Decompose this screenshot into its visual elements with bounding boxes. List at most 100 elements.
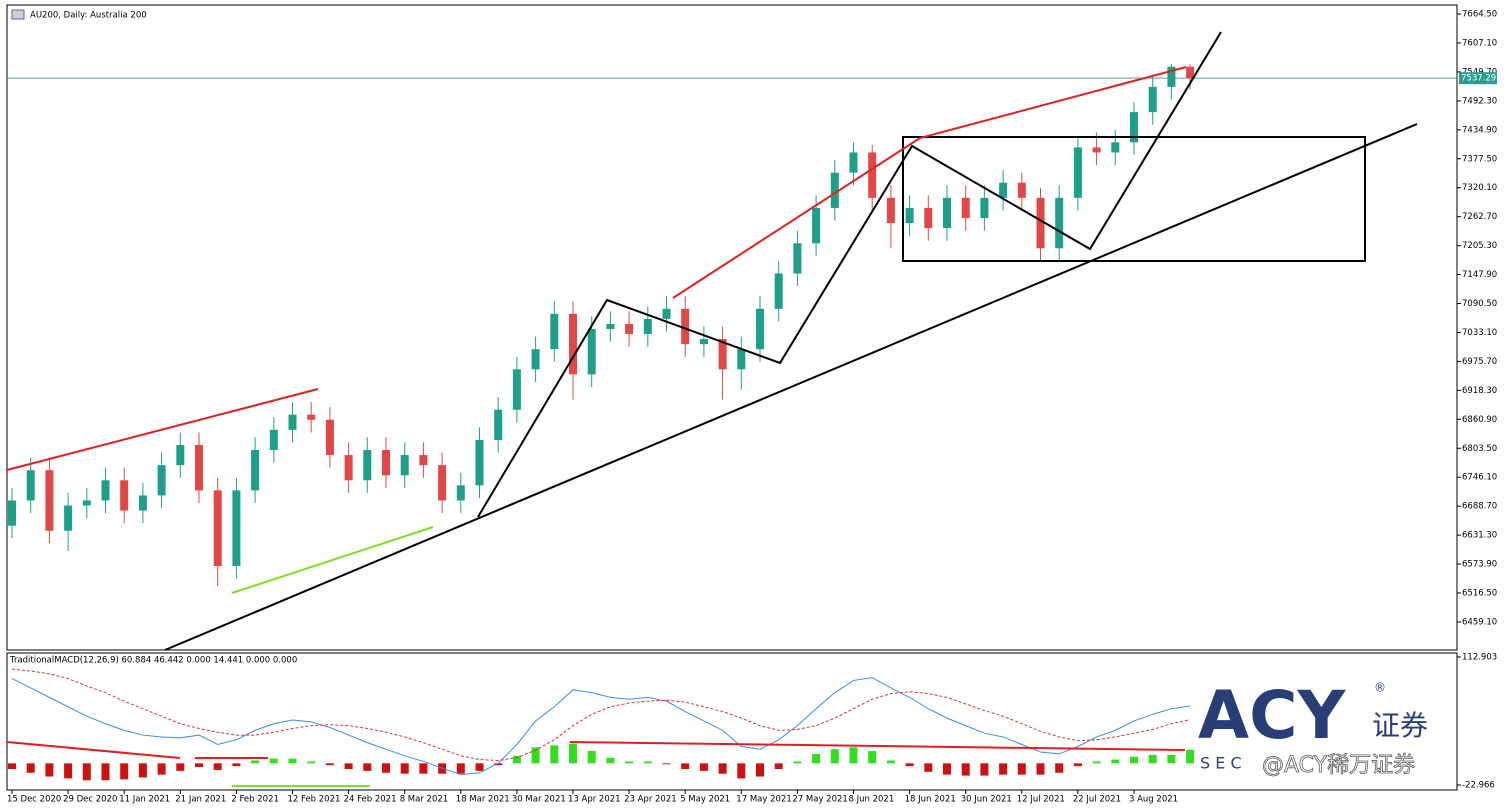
x-tick-label: 12 Jul 2021 [1017, 795, 1065, 805]
green-line [231, 526, 434, 594]
y-tick-label: 6516.50 [1462, 589, 1497, 599]
histogram-bar [1055, 763, 1064, 773]
candle-body [812, 207, 821, 244]
candle-body [213, 490, 222, 567]
histogram-bar [849, 747, 858, 764]
histogram-bar [756, 763, 764, 777]
brand-cn: 证券 [1372, 709, 1428, 742]
histogram-bar [456, 763, 465, 774]
histogram-bar [569, 743, 577, 764]
candle-body [980, 197, 989, 219]
candle-body [1130, 112, 1138, 143]
candle-body [120, 480, 129, 511]
x-tick-label: 22 Jul 2021 [1073, 795, 1121, 805]
candle-body [138, 495, 147, 511]
candle-body [662, 308, 671, 319]
candle-body [475, 439, 484, 486]
x-tick-label: 5 May 2021 [680, 795, 730, 805]
histogram-bar [8, 763, 16, 769]
candle-body [737, 349, 746, 370]
chart-title: AU200, Daily: Australia 200 [30, 11, 147, 21]
range-box [902, 136, 1366, 262]
x-tick-label: 11 Jan 2021 [119, 795, 170, 805]
y-tick-label: 7664.50 [1462, 10, 1497, 20]
candle-body [793, 243, 802, 274]
macd-title: TraditionalMACD(12,26,9) 60.884 46.442 0… [9, 656, 297, 666]
y-tick-label: 6918.30 [1462, 386, 1497, 396]
candle-body [1036, 197, 1045, 249]
registered: ® [1374, 681, 1386, 695]
histogram-bar [924, 763, 933, 772]
candle-body [82, 500, 91, 506]
histogram-bar [662, 763, 671, 765]
y-tick-label: 6573.90 [1462, 560, 1497, 570]
histogram-bar [475, 763, 484, 771]
y-tick-label: 7434.90 [1462, 125, 1497, 135]
histogram-bar [195, 763, 203, 768]
brand: ACY [1198, 677, 1347, 754]
y-tick-label: 112.903 [1462, 652, 1497, 662]
candle-body [625, 323, 634, 335]
x-tick-label: 21 Jan 2021 [175, 795, 226, 805]
x-tick-label: 13 Apr 2021 [568, 795, 621, 805]
histogram-bar [737, 763, 746, 779]
histogram-bar [45, 763, 54, 777]
y-tick-label: 7320.10 [1462, 183, 1497, 193]
histogram-bar [699, 763, 708, 771]
histogram-bar [1167, 754, 1176, 764]
histogram-bar [980, 763, 989, 776]
y-tick-label: 6459.10 [1462, 617, 1497, 627]
candle-body [606, 323, 615, 329]
candle-body [512, 369, 521, 410]
histogram-bar [718, 763, 727, 774]
x-tick-label: 18 Mar 2021 [456, 795, 510, 805]
candle-body [419, 455, 428, 466]
watermark: ACY 证券 ® S E C @ACY稀万证券 [1198, 677, 1428, 778]
histogram-bar [512, 755, 521, 764]
main-frame [6, 4, 1458, 651]
candle-body [344, 455, 353, 481]
histogram-bar [157, 763, 166, 775]
histogram-bar [344, 763, 353, 769]
annotations [6, 31, 1418, 787]
candle-body [1167, 66, 1176, 87]
candle-body [288, 414, 297, 430]
candle-body [643, 318, 652, 335]
candle-body [45, 470, 54, 531]
histogram-bar [774, 763, 783, 769]
histogram-bar [176, 763, 185, 771]
candle-body [531, 349, 540, 370]
histogram-bar [1111, 759, 1120, 764]
candle-body [1186, 66, 1195, 79]
candle-body [64, 505, 73, 531]
histogram-bar [943, 763, 951, 775]
histogram-bar [26, 763, 35, 773]
x-tick-label: 30 Mar 2021 [512, 795, 566, 805]
candle-body [943, 197, 951, 229]
histogram-bar [419, 763, 428, 774]
histogram-bar [531, 747, 540, 764]
histogram-bar [625, 761, 634, 764]
red-line [672, 66, 1187, 299]
y-tick-label: 6631.30 [1462, 531, 1497, 541]
candle-body [307, 414, 316, 420]
candle-body [886, 197, 895, 224]
histogram-bar [812, 753, 821, 764]
candle-body [251, 450, 260, 491]
candle-body [363, 450, 372, 481]
histogram-bar [886, 760, 895, 764]
histogram-bar [830, 749, 839, 764]
histogram-bar [999, 763, 1008, 775]
candle-body [868, 152, 877, 198]
histogram-bar [363, 763, 372, 771]
x-tick-label: 29 Dec 2020 [63, 795, 117, 805]
histogram-bar [232, 763, 241, 767]
candle-body [382, 450, 390, 476]
x-tick-label: 23 Apr 2021 [624, 795, 677, 805]
histogram-bar [905, 763, 914, 767]
histogram-bar [681, 763, 690, 769]
weibo: @ACY稀万证券 [1262, 753, 1415, 778]
candle-body [176, 444, 185, 466]
x-tick-label: 27 May 2021 [792, 795, 847, 805]
y-tick-label: 6803.50 [1462, 444, 1497, 454]
